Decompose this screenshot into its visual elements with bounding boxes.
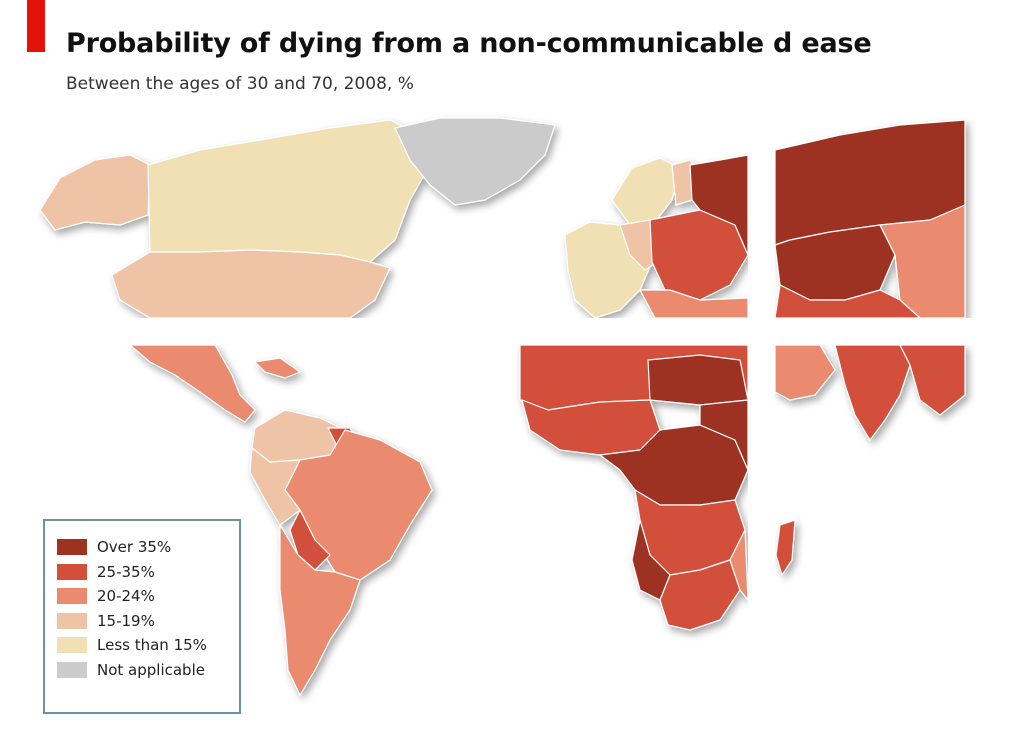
legend-swatch — [57, 563, 87, 580]
region-west-africa — [521, 399, 661, 456]
legend-label: Less than 15% — [97, 636, 207, 655]
legend-swatch — [57, 612, 87, 629]
map-title: Probability of dying from a non-communic… — [66, 28, 872, 59]
region-alaska — [39, 154, 151, 231]
region-russia-west — [689, 154, 749, 256]
legend-label: 15-19% — [97, 611, 155, 630]
region-india — [834, 344, 911, 441]
map-subtitle: Between the ages of 30 and 70, 2008, % — [66, 74, 414, 94]
map-gap-horizontal — [0, 318, 1015, 345]
map-legend: Over 35% 25-35% 20-24% 15-19% Less than … — [43, 519, 241, 714]
legend-swatch — [57, 661, 87, 678]
region-greenland — [394, 117, 556, 206]
region-central-africa — [599, 424, 749, 506]
legend-item: Less than 15% — [57, 633, 239, 658]
legend-swatch — [57, 539, 87, 556]
legend-item: 25-35% — [57, 560, 239, 585]
map-gap-vertical — [748, 100, 775, 660]
legend-item: 15-19% — [57, 609, 239, 634]
region-sahel — [647, 354, 749, 406]
region-east-africa — [699, 399, 749, 471]
region-caribbean — [254, 357, 301, 379]
legend-item: 20-24% — [57, 584, 239, 609]
legend-item: Over 35% — [57, 535, 239, 560]
legend-label: Not applicable — [97, 660, 205, 679]
legend-item: Not applicable — [57, 658, 239, 683]
legend-label: Over 35% — [97, 538, 172, 557]
region-canada — [147, 119, 431, 263]
region-arabia — [774, 344, 836, 401]
legend-label: 25-35% — [97, 562, 155, 581]
brand-red-tab — [27, 0, 45, 52]
legend-swatch — [57, 588, 87, 605]
legend-label: 20-24% — [97, 587, 155, 606]
region-scandinavia — [611, 157, 681, 226]
region-southern-cone — [279, 524, 361, 696]
legend-swatch — [57, 637, 87, 654]
region-usa — [111, 249, 391, 319]
world-map — [0, 100, 1015, 696]
region-southeast-asia — [899, 344, 966, 416]
region-central-america — [129, 344, 256, 423]
region-madagascar — [775, 519, 796, 576]
